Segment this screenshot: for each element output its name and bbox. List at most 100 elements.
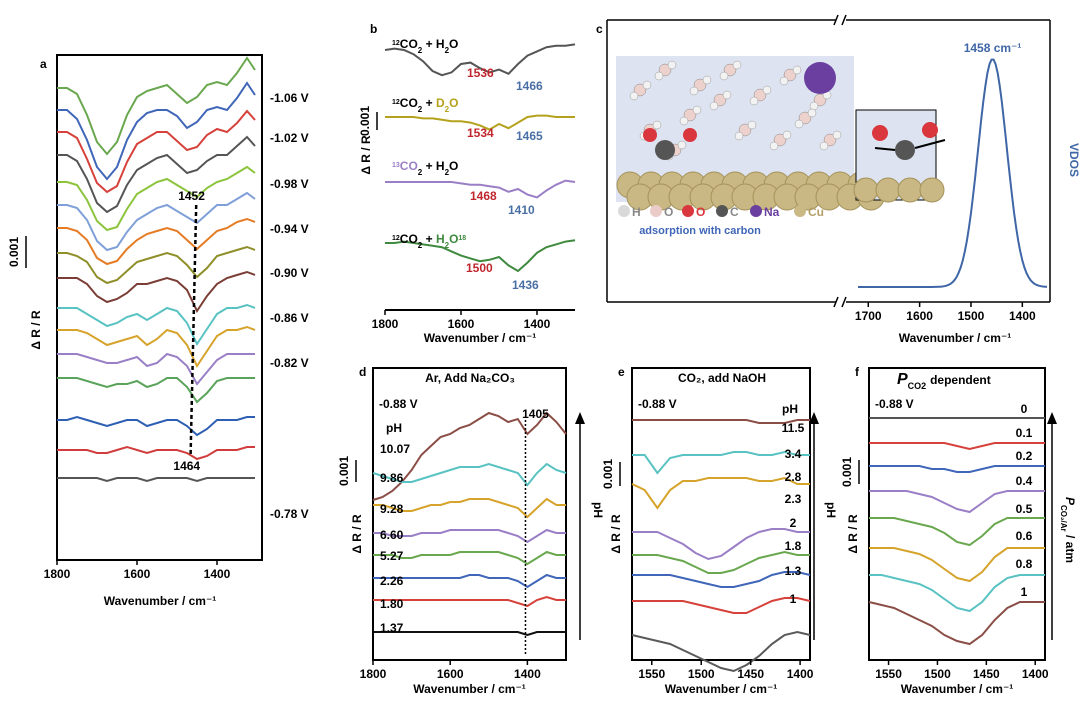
panel-label-c: c <box>596 22 603 36</box>
water-hydrogen <box>747 120 757 130</box>
ph-value-label: 3.4 <box>785 447 802 461</box>
scale-bar-label: 0.001 <box>840 457 854 487</box>
ph-value-label: 1.37 <box>380 621 404 635</box>
legend-swatch <box>682 205 694 217</box>
x-tick-label: 1550 <box>638 667 665 681</box>
cu-atom <box>875 177 901 203</box>
x-tick-label: 1800 <box>44 567 71 581</box>
water-hydrogen <box>809 101 819 111</box>
water-hydrogen <box>732 60 742 70</box>
vdos-label: VDOS <box>1067 143 1081 177</box>
ph-value-label: 9.28 <box>380 502 404 516</box>
water-hydrogen <box>702 75 712 85</box>
ph-header: pH <box>782 402 798 416</box>
x-tick-label: 1400 <box>787 667 814 681</box>
series-line-9.28 <box>373 497 566 519</box>
ph-arrow-label: pH <box>824 502 838 518</box>
pressure-arrow-head <box>1047 412 1057 424</box>
peak-label: 1536 <box>467 66 494 80</box>
axis-break <box>841 296 847 308</box>
series-line-12CO2H2O <box>384 43 576 77</box>
axis-break <box>833 296 839 308</box>
peak-annotation-1452: 1452 <box>178 189 205 203</box>
panel-label-b: b <box>370 22 377 36</box>
series-line-2.26 <box>373 573 566 589</box>
water-hydrogen <box>749 96 759 106</box>
series-line-11.5 <box>632 419 810 424</box>
series-line-9.86 <box>372 462 567 487</box>
formula-part: CO <box>400 96 418 110</box>
formula-subscript: 2 <box>418 105 423 114</box>
legend-swatch <box>716 205 728 217</box>
peak-label: 1466 <box>516 79 543 93</box>
ph-value-label: 6.60 <box>380 528 404 542</box>
x-tick-label: 1450 <box>737 667 764 681</box>
formula-subscript: 2 <box>445 168 450 177</box>
pressure-label: 1 <box>1021 585 1028 599</box>
title-rest: dependent <box>930 373 991 387</box>
series-line-12CO2D2O <box>385 114 575 131</box>
vibration-arrow <box>874 147 896 151</box>
plot-frame-e <box>631 367 811 661</box>
x-axis-label: Wavenumber / cm⁻¹ <box>424 331 537 345</box>
formula-subscript: 2 <box>445 105 450 114</box>
peak-label: 1468 <box>470 189 497 203</box>
ph-value-label: 2.26 <box>380 574 404 588</box>
series-line-2 <box>632 550 810 574</box>
water-hydrogen <box>692 105 702 115</box>
y-axis-label: Δ R / R <box>846 514 860 554</box>
vdos-curve <box>858 58 1048 288</box>
series-line-1 <box>868 601 1045 646</box>
formula-subscript: 2 <box>445 241 450 250</box>
cu-atom <box>853 177 879 203</box>
o-atom <box>643 128 657 142</box>
legend-label: H <box>632 205 641 219</box>
pressure-arrow-label: PCO₂/Ar / atm <box>1060 497 1078 563</box>
series-line-6.60 <box>373 528 566 544</box>
y-axis-label: Δ R / R <box>350 514 364 554</box>
x-axis-label: Wavenumber / cm⁻¹ <box>413 682 526 696</box>
potential-label: -0.88 V <box>379 397 418 411</box>
marker-label: 1405 <box>522 407 549 421</box>
illustration-caption: adsorption with carbon <box>639 225 761 237</box>
water-hydrogen <box>779 76 789 86</box>
legend-swatch <box>794 205 806 217</box>
ph-value-label: 10.07 <box>380 442 410 456</box>
arrow-symbol: P <box>1063 497 1077 506</box>
voltage-label: -0.98 V <box>270 177 309 191</box>
na-atom <box>804 62 836 94</box>
pressure-label: 0.8 <box>1016 557 1033 571</box>
series-line-10.07 <box>372 411 567 501</box>
ph-arrow-head <box>575 412 585 424</box>
formula-superscript: 18 <box>458 235 466 242</box>
peak-label: 1534 <box>467 126 494 140</box>
x-tick-label: 1700 <box>855 309 882 323</box>
ph-value-label: 11.5 <box>782 421 805 435</box>
potential-label: -0.88 V <box>638 397 677 411</box>
voltage-label: -1.06 V <box>270 91 309 105</box>
water-hydrogen <box>677 140 687 150</box>
formula-part: D <box>436 96 445 110</box>
plot-frame-d <box>372 367 567 661</box>
x-tick-label: 1400 <box>204 567 231 581</box>
water-hydrogen <box>719 71 729 81</box>
formula-subscript: 2 <box>418 241 423 250</box>
series-line--0.94V <box>57 245 256 285</box>
cu-atom <box>897 177 923 203</box>
panel-title: Ar, Add Na₂CO₃ <box>425 371 515 385</box>
vibration-arrow <box>914 139 946 149</box>
formula-part: H <box>436 232 445 246</box>
vdos-peak-label: 1458 cm⁻¹ <box>964 41 1022 55</box>
x-tick-label: 1500 <box>924 667 951 681</box>
formula-part: + H <box>422 159 444 173</box>
formula-part: CO <box>400 159 418 173</box>
series-line-0.1 <box>869 442 1045 451</box>
series-line-5.27 <box>373 550 566 566</box>
y-axis-label: Δ R / R <box>609 514 623 554</box>
ph-value-label: 1 <box>790 592 797 606</box>
ph-arrow-head <box>809 412 819 424</box>
x-axis-label: Wavenumber / cm⁻¹ <box>901 682 1014 696</box>
water-hydrogen <box>652 120 662 130</box>
x-tick-label: 1400 <box>514 667 541 681</box>
ph-value-label: 2 <box>790 516 797 530</box>
